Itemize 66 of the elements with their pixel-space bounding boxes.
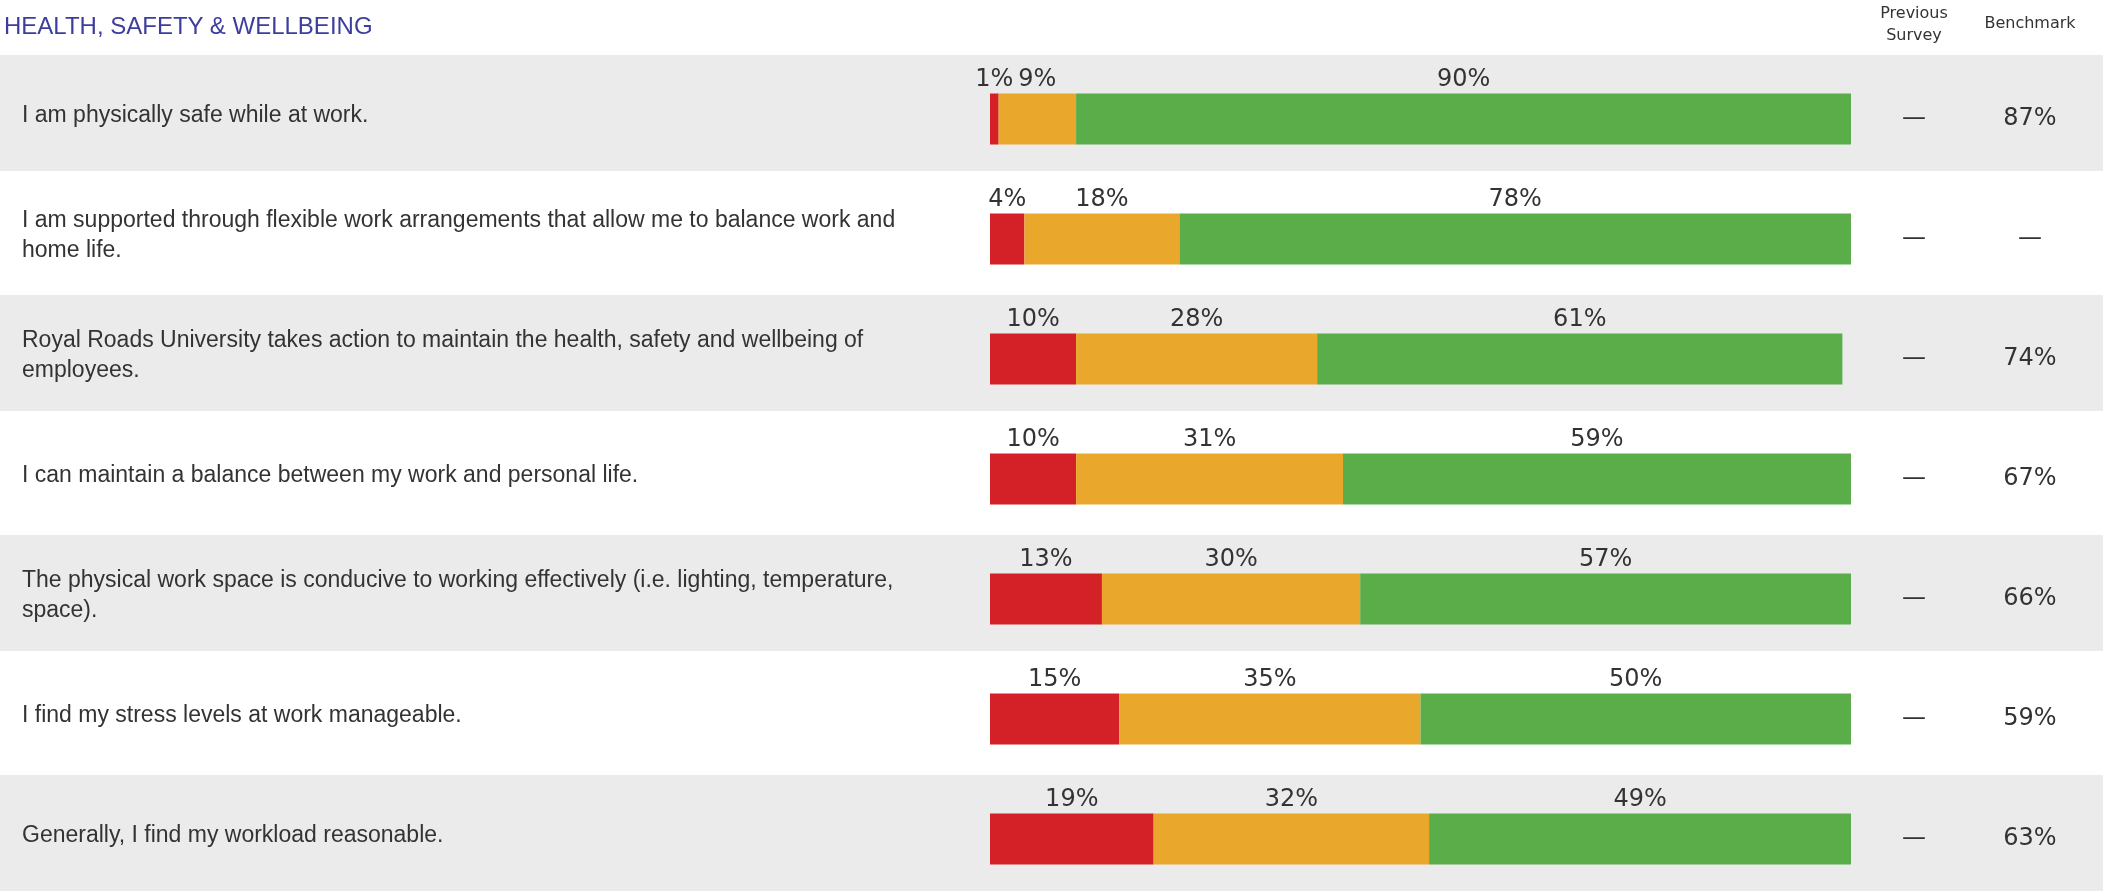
text: 74% [2003,343,2057,371]
text: — [1902,223,1926,251]
bar [1024,213,1180,265]
bar [990,333,1077,385]
data-label: 30% [1204,543,1258,572]
y-tick-label: I find my stress levels at work manageable. [22,701,462,727]
data-label: 50% [1609,663,1663,692]
text: — [1902,583,1926,611]
data-label: 1% [975,63,1014,92]
data-label: 10% [1006,423,1060,452]
data-label: 59% [1570,423,1624,452]
bar [1153,813,1430,865]
text: 87% [2003,103,2057,131]
text: HEALTH, SAFETY & WELLBEING [4,12,373,39]
text: 66% [2003,583,2057,611]
y-tick-label: I can maintain a balance between my work and personal life. [22,461,639,487]
text: — [1902,343,1926,371]
bar [1343,453,1851,505]
data-label: 15% [1027,663,1082,692]
y-tick-label: The physical work space is conducive to working effectively (i.e. lighting, temperature, space). [22,566,894,622]
text: — [1902,103,1926,131]
data-label: 31% [1182,423,1237,452]
text: 59% [2003,703,2057,731]
text: — [1902,463,1926,491]
text: — [1902,823,1926,851]
data-label: 49% [1613,783,1667,812]
y-tick-label: I am physically safe while at work. [22,101,369,127]
bar [1076,453,1344,505]
bar [1179,213,1851,265]
text: — [1902,703,1926,731]
text: Previous Survey [1880,3,1948,44]
data-label: 35% [1243,663,1297,692]
data-label: 13% [1019,543,1073,572]
data-label: 18% [1075,183,1129,212]
data-label: 32% [1264,783,1319,812]
data-label: 61% [1553,303,1607,332]
bar [1420,693,1851,745]
text: 67% [2003,463,2057,491]
bar [990,813,1154,865]
bar [1076,93,1851,145]
bar [990,573,1102,625]
bar [1101,573,1361,625]
data-label: 57% [1578,543,1633,572]
data-label: 9% [1018,63,1057,92]
data-label: 78% [1488,183,1542,212]
bar [1119,693,1421,745]
y-tick-label: I am supported through flexible work arrangements that allow me to balance work and home life. [22,206,896,262]
text: 63% [2003,823,2057,851]
text: Benchmark [1984,13,2077,32]
bar [990,693,1120,745]
bar [990,213,1025,265]
y-tick-label: Generally, I find my workload reasonable. [22,821,444,847]
bar [998,93,1077,145]
data-label: 19% [1045,783,1099,812]
data-label: 28% [1169,303,1224,332]
bar [1360,573,1851,625]
data-label: 10% [1006,303,1060,332]
text: — [2018,223,2042,251]
data-label: 4% [988,183,1027,212]
y-tick-label: Royal Roads University takes action to maintain the health, safety and wellbeing of employees. [22,326,864,382]
data-label: 90% [1436,63,1491,92]
bar [1317,333,1843,385]
bar [1076,333,1318,385]
bar [990,93,999,145]
bar [990,453,1077,505]
bar [1429,813,1851,865]
